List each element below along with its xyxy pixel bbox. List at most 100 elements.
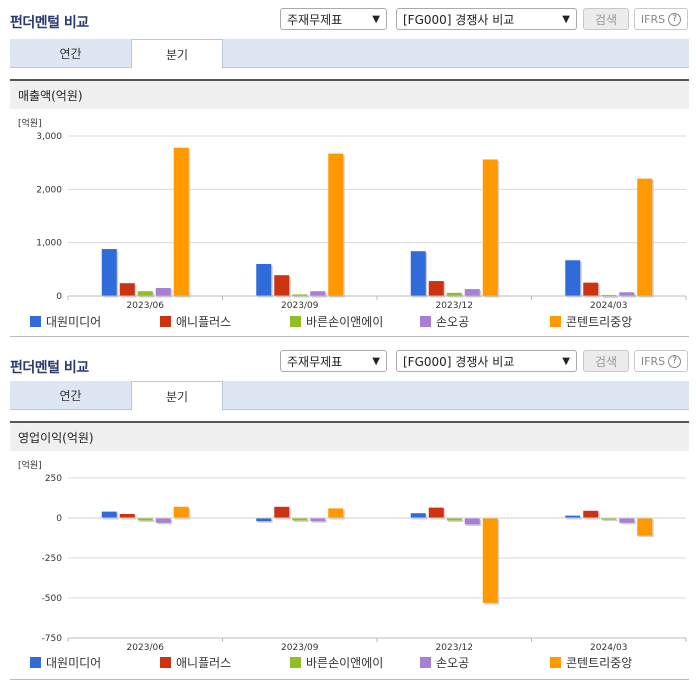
divider <box>10 336 689 337</box>
bar[interactable] <box>410 513 426 518</box>
bar[interactable] <box>310 291 326 296</box>
bar[interactable] <box>410 251 426 296</box>
x-tick-label: 2023/06 <box>127 643 165 653</box>
bar-shadow <box>448 519 464 522</box>
legend-swatch <box>420 316 431 327</box>
bar[interactable] <box>428 507 444 518</box>
legend-swatch <box>160 316 171 327</box>
legend-item[interactable]: 애니플러스 <box>160 313 231 330</box>
bar[interactable] <box>565 260 581 296</box>
bar[interactable] <box>328 508 344 518</box>
legend-item[interactable]: 바른손이앤에이 <box>290 313 383 330</box>
bar[interactable] <box>464 518 480 525</box>
search-button[interactable]: 검색 <box>583 8 629 30</box>
bar[interactable] <box>119 283 135 296</box>
ifrs-label: IFRS <box>640 354 666 368</box>
bar[interactable] <box>446 292 462 296</box>
bar[interactable] <box>155 288 171 296</box>
statement-select[interactable]: 주재무제표 ▼ <box>280 8 387 30</box>
bar[interactable] <box>601 518 617 520</box>
legend-label: 애니플러스 <box>176 656 232 670</box>
legend-item[interactable]: 콘텐트리중앙 <box>550 313 632 330</box>
bar[interactable] <box>482 159 498 296</box>
bar[interactable] <box>101 249 117 296</box>
legend-item[interactable]: 대원미디어 <box>30 313 101 330</box>
unit-label: [억원] <box>18 117 42 129</box>
bar[interactable] <box>464 289 480 296</box>
legend-item[interactable]: 손오공 <box>420 654 469 671</box>
bar[interactable] <box>274 506 290 518</box>
bar[interactable] <box>328 153 344 296</box>
ifrs-help-button[interactable]: IFRS ? <box>634 350 688 372</box>
legend-label: 손오공 <box>436 656 470 670</box>
chevron-down-icon: ▼ <box>372 355 380 367</box>
tab-quarterly[interactable]: 분기 <box>131 39 223 69</box>
bar[interactable] <box>583 282 599 296</box>
x-tick-label: 2023/12 <box>436 301 473 311</box>
metric-header: 매출액(억원) <box>10 79 689 109</box>
legend-swatch <box>290 316 301 327</box>
bar[interactable] <box>173 147 189 296</box>
y-tick-label: -500 <box>42 594 63 604</box>
legend-swatch <box>420 657 431 668</box>
legend-item[interactable]: 대원미디어 <box>30 654 101 671</box>
unit-label: [억원] <box>18 459 42 471</box>
period-tabs: 연간 분기 <box>10 39 689 69</box>
tab-annual[interactable]: 연간 <box>59 47 82 61</box>
fundamental-panel-revenue: 펀더멘털 비교 주재무제표 ▼ [FG000] 경쟁사 비교 ▼ 검색 IFRS… <box>0 0 696 340</box>
x-tick-label: 2023/12 <box>436 643 473 653</box>
bar[interactable] <box>155 518 171 523</box>
bar[interactable] <box>274 275 290 296</box>
operating-profit-chart: [억원] -750 -500 -250 0 250 2023/06 2023/09 2023/1… <box>18 459 687 653</box>
bar[interactable] <box>446 518 462 521</box>
legend-swatch <box>290 657 301 668</box>
legend-item[interactable]: 손오공 <box>420 313 469 330</box>
bar[interactable] <box>256 264 272 296</box>
bar[interactable] <box>137 518 153 521</box>
legend-swatch <box>550 657 561 668</box>
x-tick-label: 2023/09 <box>281 643 319 653</box>
help-icon: ? <box>668 12 682 26</box>
legend-label: 대원미디어 <box>46 656 102 670</box>
bar[interactable] <box>292 294 308 296</box>
bar[interactable] <box>137 291 153 296</box>
bar[interactable] <box>173 506 189 518</box>
bar[interactable] <box>256 518 272 522</box>
bar[interactable] <box>292 518 308 521</box>
bar[interactable] <box>619 518 635 523</box>
statement-select[interactable]: 주재무제표 ▼ <box>280 350 387 372</box>
bar[interactable] <box>565 515 581 518</box>
bar[interactable] <box>583 510 599 518</box>
compare-select[interactable]: [FG000] 경쟁사 비교 ▼ <box>396 350 577 372</box>
bar[interactable] <box>101 511 117 518</box>
legend-item[interactable]: 애니플러스 <box>160 654 231 671</box>
compare-select[interactable]: [FG000] 경쟁사 비교 ▼ <box>396 8 577 30</box>
divider <box>10 679 689 680</box>
legend-swatch <box>30 657 41 668</box>
bar[interactable] <box>482 518 498 603</box>
y-tick-label: 2,000 <box>36 185 62 195</box>
bar[interactable] <box>310 518 326 522</box>
legend-item[interactable]: 바른손이앤에이 <box>290 654 383 671</box>
bar[interactable] <box>619 292 635 296</box>
tab-annual[interactable]: 연간 <box>59 389 82 403</box>
legend-label: 콘텐트리중앙 <box>566 656 633 670</box>
compare-select-value: [FG000] 경쟁사 비교 <box>403 354 515 369</box>
y-tick-label: -250 <box>42 554 63 564</box>
chart-legend: 대원미디어 애니플러스 바른손이앤에이 손오공 콘텐트리중앙 <box>30 313 690 329</box>
ifrs-label: IFRS <box>640 12 666 26</box>
legend-swatch <box>550 316 561 327</box>
bar-shadow <box>139 519 155 522</box>
bar[interactable] <box>637 518 653 536</box>
period-tabs: 연간 분기 <box>10 381 689 411</box>
search-button[interactable]: 검색 <box>583 350 629 372</box>
bar[interactable] <box>637 178 653 296</box>
legend-label: 애니플러스 <box>176 315 232 329</box>
bar[interactable] <box>119 514 135 518</box>
bar[interactable] <box>428 281 444 296</box>
legend-item[interactable]: 콘텐트리중앙 <box>550 654 632 671</box>
y-tick-label: -750 <box>42 634 63 644</box>
bar-shadow <box>602 519 618 522</box>
tab-quarterly[interactable]: 분기 <box>131 381 223 411</box>
ifrs-help-button[interactable]: IFRS ? <box>634 8 688 30</box>
